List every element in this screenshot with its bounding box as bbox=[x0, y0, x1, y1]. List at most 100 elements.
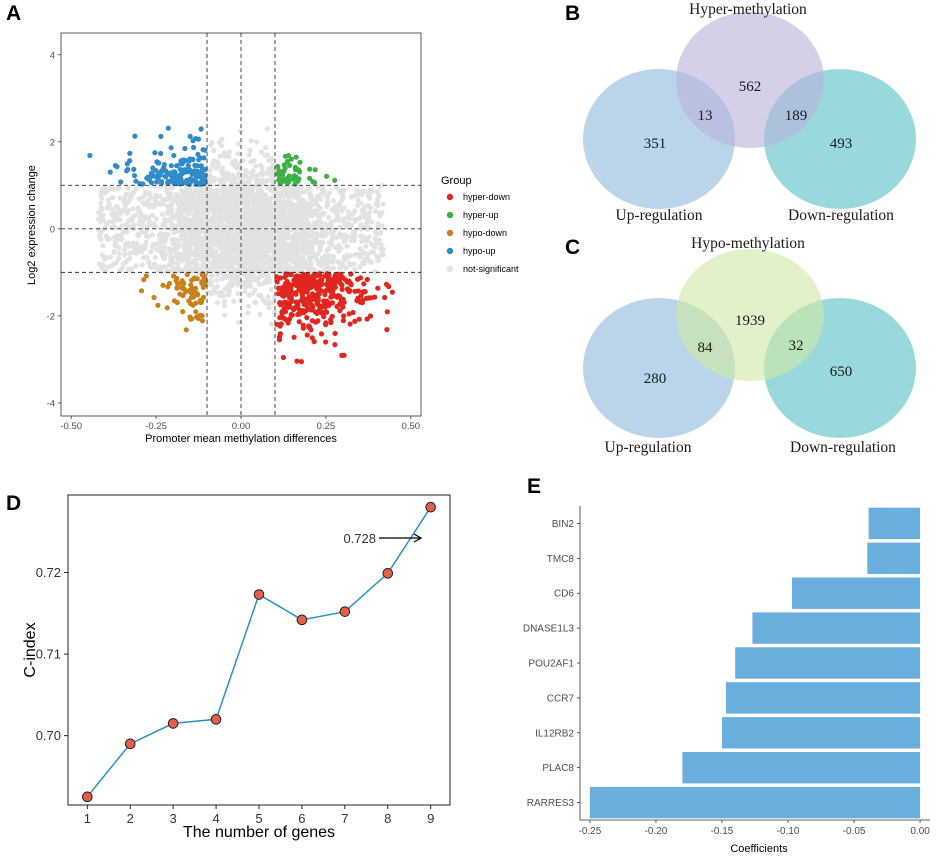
point-not-significant bbox=[265, 274, 272, 280]
point-not-significant bbox=[314, 240, 320, 246]
point-not-significant bbox=[271, 194, 278, 200]
point-not-significant bbox=[350, 229, 356, 235]
point-not-significant bbox=[378, 242, 384, 248]
point-not-significant bbox=[218, 195, 224, 201]
point-not-significant bbox=[180, 188, 186, 194]
point-hypo-down bbox=[193, 309, 199, 315]
point-not-significant bbox=[276, 221, 282, 227]
point-hyper-up bbox=[287, 162, 293, 168]
point-not-significant bbox=[280, 192, 287, 198]
data-point bbox=[167, 718, 179, 729]
point-hypo-up bbox=[153, 168, 159, 174]
point-not-significant bbox=[333, 185, 339, 191]
point-hypo-up bbox=[192, 162, 198, 168]
point-hyper-down bbox=[277, 331, 283, 337]
point-hypo-up bbox=[189, 171, 195, 177]
point-hyper-down bbox=[319, 277, 325, 283]
point-not-significant bbox=[159, 264, 165, 270]
point-not-significant bbox=[253, 173, 259, 179]
point-not-significant bbox=[236, 240, 242, 247]
point-hyper-up bbox=[296, 176, 302, 182]
point-hyper-down bbox=[276, 337, 283, 343]
point-not-significant bbox=[263, 250, 269, 257]
point-not-significant bbox=[380, 201, 386, 207]
point-not-significant bbox=[366, 234, 372, 240]
point-hyper-up bbox=[277, 180, 284, 186]
point-not-significant bbox=[180, 252, 187, 258]
panel-d-x-ticks: 1 2 3 4 5 6 7 8 9 bbox=[84, 805, 434, 826]
point-hyper-down bbox=[328, 285, 334, 291]
point-not-significant bbox=[218, 224, 224, 230]
point-not-significant bbox=[199, 248, 205, 254]
point-hyper-down bbox=[363, 295, 369, 301]
point-not-significant bbox=[368, 205, 374, 211]
point-not-significant bbox=[160, 201, 166, 207]
point-not-significant bbox=[272, 309, 278, 315]
point-not-significant bbox=[238, 281, 244, 287]
point-hyper-down bbox=[310, 304, 316, 310]
point-not-significant bbox=[214, 277, 220, 283]
point-hyper-down bbox=[280, 354, 286, 361]
point-not-significant bbox=[265, 216, 272, 222]
point-not-significant bbox=[156, 241, 162, 247]
point-not-significant bbox=[196, 233, 202, 239]
point-hyper-down bbox=[346, 311, 352, 317]
point-not-significant bbox=[271, 179, 277, 185]
point-hyper-down bbox=[309, 318, 315, 324]
point-not-significant bbox=[302, 228, 308, 235]
point-not-significant bbox=[269, 156, 275, 162]
point-hyper-up bbox=[276, 172, 282, 178]
point-not-significant bbox=[253, 240, 260, 246]
point-not-significant bbox=[242, 289, 248, 295]
point-not-significant bbox=[233, 237, 239, 243]
point-not-significant bbox=[252, 265, 258, 271]
point-not-significant bbox=[239, 221, 245, 228]
point-not-significant bbox=[270, 170, 276, 176]
legend-label-hyper-up: hyper-up bbox=[463, 210, 499, 220]
point-hyper-down bbox=[277, 315, 283, 321]
point-hypo-down bbox=[188, 294, 195, 301]
point-not-significant bbox=[352, 252, 359, 258]
point-hyper-down bbox=[325, 280, 331, 286]
point-not-significant bbox=[315, 193, 321, 199]
point-hypo-up bbox=[182, 145, 188, 152]
point-hyper-down bbox=[316, 272, 322, 278]
point-not-significant bbox=[160, 196, 166, 202]
point-not-significant bbox=[214, 210, 220, 217]
point-hyper-down bbox=[291, 307, 297, 313]
point-not-significant bbox=[222, 153, 228, 159]
point-hyper-down bbox=[348, 282, 354, 288]
x-tick-label: -0.25 bbox=[579, 826, 602, 837]
point-not-significant bbox=[305, 264, 311, 271]
point-not-significant bbox=[281, 199, 287, 205]
point-not-significant bbox=[249, 171, 255, 177]
point-hyper-down bbox=[389, 289, 395, 295]
point-hyper-down bbox=[294, 273, 300, 279]
point-not-significant bbox=[133, 263, 139, 269]
point-hyper-down bbox=[281, 315, 287, 321]
legend-key-not-significant bbox=[446, 265, 454, 273]
bar-plac8 bbox=[682, 752, 921, 784]
point-not-significant bbox=[354, 188, 360, 194]
venn-b-right-label: Down-regulation bbox=[788, 207, 894, 224]
point-not-significant bbox=[358, 233, 364, 239]
x-tick-label: 1 bbox=[84, 811, 91, 826]
point-not-significant bbox=[295, 195, 301, 201]
point-hypo-up bbox=[161, 162, 167, 168]
point-hyper-up bbox=[275, 163, 281, 170]
point-hypo-up bbox=[124, 168, 130, 174]
point-hyper-down bbox=[322, 292, 328, 298]
point-hyper-up bbox=[290, 176, 296, 182]
point-not-significant bbox=[280, 225, 286, 231]
point-not-significant bbox=[263, 260, 269, 267]
point-not-significant bbox=[105, 197, 111, 203]
point-not-significant bbox=[252, 275, 258, 281]
point-not-significant bbox=[242, 182, 248, 188]
point-hyper-down bbox=[357, 275, 364, 281]
point-hyper-down bbox=[324, 298, 330, 304]
point-hypo-up bbox=[174, 163, 180, 169]
point-not-significant bbox=[332, 217, 338, 223]
point-not-significant bbox=[207, 229, 213, 235]
point-hyper-down bbox=[304, 332, 310, 338]
point-not-significant bbox=[342, 237, 348, 243]
